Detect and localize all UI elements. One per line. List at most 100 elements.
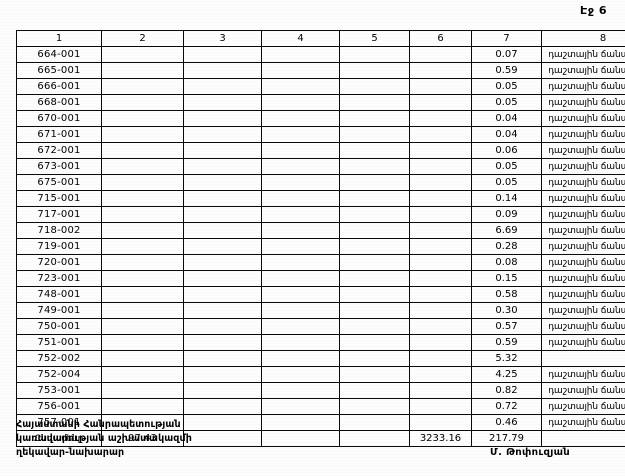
cell-col3 xyxy=(183,238,262,255)
cell-col6 xyxy=(409,62,472,79)
column-header-6: 6 xyxy=(409,30,472,47)
cell-col1: 715-001 xyxy=(16,190,102,207)
cell-col4 xyxy=(261,142,340,159)
cell-col8: դաշտային ճանապարհ xyxy=(541,126,625,143)
cell-col7: 0.28 xyxy=(471,238,542,255)
cell-col6 xyxy=(409,350,472,367)
cell-col4 xyxy=(261,318,340,335)
cell-col3 xyxy=(183,174,262,191)
cell-col6 xyxy=(409,222,472,239)
cell-col1: 668-001 xyxy=(16,94,102,111)
cell-col8: դաշտային ճանապարհ xyxy=(541,222,625,239)
cell-col4 xyxy=(261,78,340,95)
cell-col7: 0.72 xyxy=(471,398,542,415)
cell-col8: դաշտային ճանապարհ xyxy=(541,110,625,127)
cell-col6 xyxy=(409,286,472,303)
cell-col2 xyxy=(101,142,184,159)
cell-col7: 0.05 xyxy=(471,94,542,111)
cell-col4 xyxy=(261,238,340,255)
cell-col2 xyxy=(101,206,184,223)
table-header-row: 1 2 3 4 5 6 7 8 xyxy=(16,30,625,47)
cell-col5 xyxy=(339,414,410,431)
cell-col1: 720-001 xyxy=(16,254,102,271)
cell-col5 xyxy=(339,62,410,79)
cell-col8: դաշտային ճանապարհ xyxy=(541,398,625,415)
cell-col1: 748-001 xyxy=(16,286,102,303)
cell-col8: դաշտային ճանապարհ xyxy=(541,302,625,319)
cell-col5 xyxy=(339,94,410,111)
cell-col8: դաշտային ճանապարհ xyxy=(541,382,625,399)
cell-col3 xyxy=(183,350,262,367)
cell-col6 xyxy=(409,238,472,255)
cell-col8: դաշտային ճանապարհ xyxy=(541,174,625,191)
cell-col1: 718-002 xyxy=(16,222,102,239)
cell-col1: 666-001 xyxy=(16,78,102,95)
cell-col2 xyxy=(101,270,184,287)
cell-col8: դաշտային ճանապարհ xyxy=(541,206,625,223)
cell-col2 xyxy=(101,286,184,303)
cell-col1: 723-001 xyxy=(16,270,102,287)
cell-col2 xyxy=(101,334,184,351)
cell-col5 xyxy=(339,238,410,255)
cell-col7: 0.04 xyxy=(471,110,542,127)
cell-col1: 672-001 xyxy=(16,142,102,159)
cell-col8: դաշտային ճանապարհ xyxy=(541,318,625,335)
page-number-label: Էջ 6 xyxy=(580,4,607,17)
column-header-7: 7 xyxy=(471,30,542,47)
cell-col6 xyxy=(409,94,472,111)
cell-col2 xyxy=(101,174,184,191)
cell-col4 xyxy=(261,302,340,319)
cell-col8: դաշտային ճանապարհ xyxy=(541,78,625,95)
cell-col2 xyxy=(101,94,184,111)
column-header-8: 8 xyxy=(541,30,625,47)
cell-col7: 0.07 xyxy=(471,46,542,63)
cell-col1: 753-001 xyxy=(16,382,102,399)
cell-col3 xyxy=(183,398,262,415)
cell-col4 xyxy=(261,334,340,351)
cell-col1: 752-004 xyxy=(16,366,102,383)
cell-col3 xyxy=(183,110,262,127)
cell-col5 xyxy=(339,350,410,367)
cell-col5 xyxy=(339,334,410,351)
cell-col2 xyxy=(101,110,184,127)
cell-col2 xyxy=(101,158,184,175)
cell-col3 xyxy=(183,190,262,207)
cell-col3 xyxy=(183,222,262,239)
cell-col1: 665-001 xyxy=(16,62,102,79)
table-row: 752-002 5.32 xyxy=(16,350,625,367)
cell-col8: դաշտային ճանապարհ xyxy=(541,62,625,79)
cell-col3 xyxy=(183,62,262,79)
table-total-row: Ընդամենը 97.43 3233.16 217.79 xyxy=(16,430,625,447)
column-header-1: 1 xyxy=(16,30,102,47)
cell-col6 xyxy=(409,334,472,351)
cell-col3 xyxy=(183,270,262,287)
column-header-4: 4 xyxy=(261,30,340,47)
cell-col6 xyxy=(409,366,472,383)
total-cell-col6: 3233.16 xyxy=(409,430,472,447)
cell-col5 xyxy=(339,222,410,239)
cell-col3 xyxy=(183,334,262,351)
cell-col3 xyxy=(183,382,262,399)
cell-col3 xyxy=(183,158,262,175)
cell-col4 xyxy=(261,350,340,367)
cell-col8: դաշտային ճանապարհ xyxy=(541,286,625,303)
footer-line-2: կառավարության աշխատակազմի xyxy=(16,433,192,444)
cell-col8: դաշտային ճանապարհ xyxy=(541,414,625,431)
cell-col5 xyxy=(339,366,410,383)
cell-col4 xyxy=(261,158,340,175)
cell-col2 xyxy=(101,366,184,383)
cell-col3 xyxy=(183,206,262,223)
cell-col2 xyxy=(101,46,184,63)
cell-col1: 675-001 xyxy=(16,174,102,191)
cell-col6 xyxy=(409,398,472,415)
column-header-5: 5 xyxy=(339,30,410,47)
